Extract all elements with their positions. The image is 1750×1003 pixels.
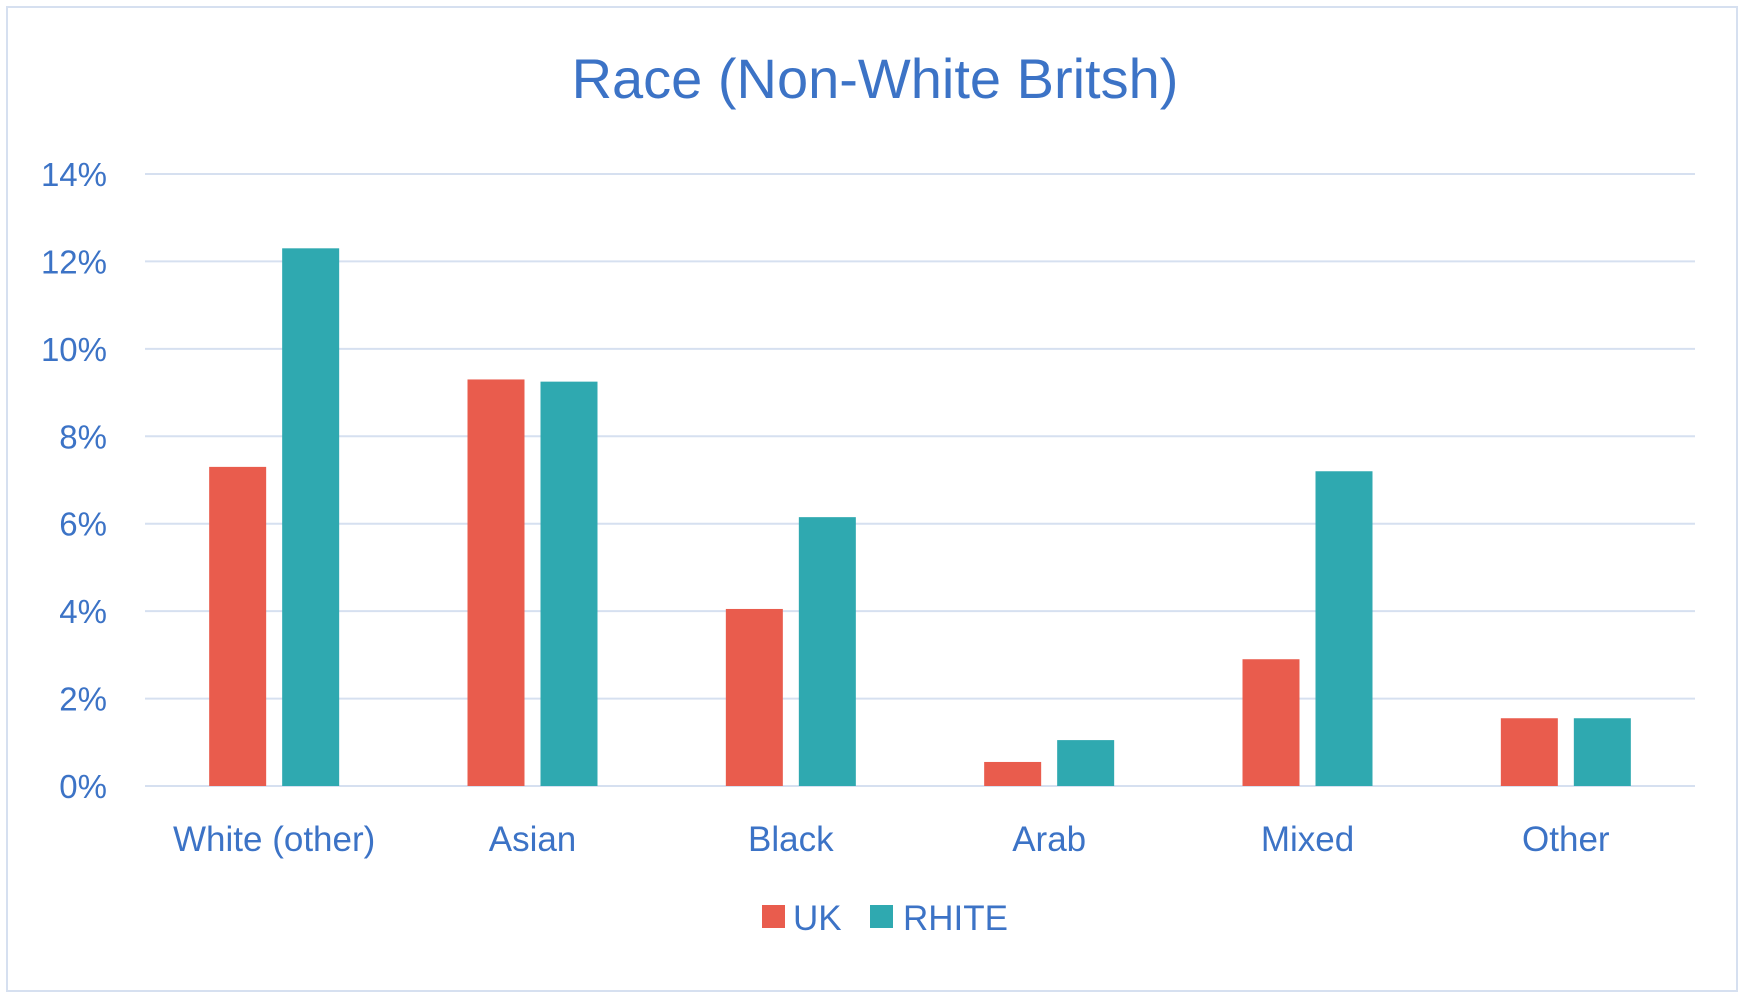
y-tick-label: 14% [41, 156, 107, 193]
gridlines [145, 173, 1695, 787]
legend-swatch-uk [762, 905, 785, 928]
bar-rhite-arab [1057, 740, 1115, 786]
bar-uk-mixed [1242, 659, 1300, 786]
y-tick-label: 4% [59, 593, 107, 630]
bar-uk-asian [467, 379, 525, 786]
x-category-label: Asian [489, 820, 577, 859]
y-axis-ticks: 0% 2% 4% 6% 8% 10% 12% 14% [41, 156, 107, 805]
bar-rhite-other [1573, 718, 1631, 786]
legend-label-uk: UK [793, 899, 842, 938]
x-category-label: Black [748, 820, 834, 859]
x-category-label: White (other) [173, 820, 375, 859]
y-tick-label: 6% [59, 506, 107, 543]
bar-uk-other [1500, 718, 1558, 786]
x-category-label: Mixed [1261, 820, 1354, 859]
x-category-label: Other [1522, 820, 1610, 859]
legend-swatch-rhite [870, 905, 893, 928]
bar-rhite-asian [540, 381, 598, 786]
y-tick-label: 0% [59, 768, 107, 805]
bar-uk-black [725, 608, 783, 786]
bar-rhite-mixed [1315, 471, 1373, 786]
y-tick-label: 2% [59, 681, 107, 718]
bars [209, 248, 1631, 787]
x-axis-categories: White (other) Asian Black Arab Mixed Other [173, 820, 1610, 859]
x-category-label: Arab [1012, 820, 1086, 859]
y-tick-label: 8% [59, 418, 107, 455]
y-tick-label: 12% [41, 243, 107, 280]
legend: UK RHITE [762, 899, 1008, 938]
bar-rhite-black [798, 517, 856, 786]
legend-label-rhite: RHITE [903, 899, 1008, 938]
y-tick-label: 10% [41, 331, 107, 368]
bar-uk-arab [984, 761, 1042, 786]
chart-title: Race (Non-White Britsh) [572, 47, 1179, 110]
bar-rhite-white-other [282, 248, 340, 787]
bar-uk-white-other [209, 466, 267, 786]
